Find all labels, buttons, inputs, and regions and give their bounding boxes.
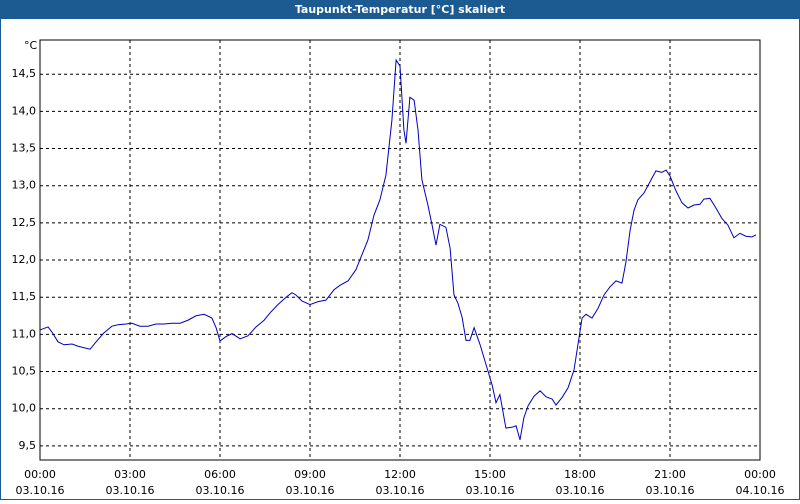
title-bar <box>0 0 800 19</box>
x-tick-label: 18:00 <box>564 468 596 481</box>
x-tick-label: 09:00 <box>294 468 326 481</box>
x-tick-label: 00:00 <box>744 468 776 481</box>
y-tick-label: 10,0 <box>12 402 37 415</box>
y-tick-label: 12,5 <box>12 216 37 229</box>
x-tick-date: 03.10.16 <box>376 484 425 497</box>
x-tick-label: 06:00 <box>204 468 236 481</box>
x-tick-date: 03.10.16 <box>286 484 335 497</box>
y-tick-label: 12,0 <box>12 253 37 266</box>
x-tick-label: 12:00 <box>384 468 416 481</box>
x-tick-date: 03.10.16 <box>106 484 155 497</box>
x-tick-date: 04.10.16 <box>736 484 785 497</box>
y-tick-label: 13,5 <box>12 142 37 155</box>
x-tick-date: 03.10.16 <box>16 484 65 497</box>
y-tick-label: 14,0 <box>12 104 37 117</box>
y-tick-label: 11,0 <box>12 327 37 340</box>
y-tick-label: 13,0 <box>12 179 37 192</box>
x-tick-label: 15:00 <box>474 468 506 481</box>
y-tick-label: 14,5 <box>12 67 37 80</box>
y-tick-label: 11,5 <box>12 290 37 303</box>
y-tick-label: 9,5 <box>19 439 37 452</box>
x-tick-date: 03.10.16 <box>646 484 695 497</box>
chart-title: Taupunkt-Temperatur [°C] skaliert <box>295 3 505 16</box>
x-tick-label: 03:00 <box>114 468 146 481</box>
x-tick-label: 00:00 <box>24 468 56 481</box>
data-line <box>39 58 757 441</box>
x-tick-date: 03.10.16 <box>466 484 515 497</box>
y-tick-label: 10,5 <box>12 365 37 378</box>
x-tick-date: 03.10.16 <box>556 484 605 497</box>
x-tick-label: 21:00 <box>654 468 686 481</box>
x-tick-date: 03.10.16 <box>196 484 245 497</box>
y-unit: °C <box>24 39 38 52</box>
